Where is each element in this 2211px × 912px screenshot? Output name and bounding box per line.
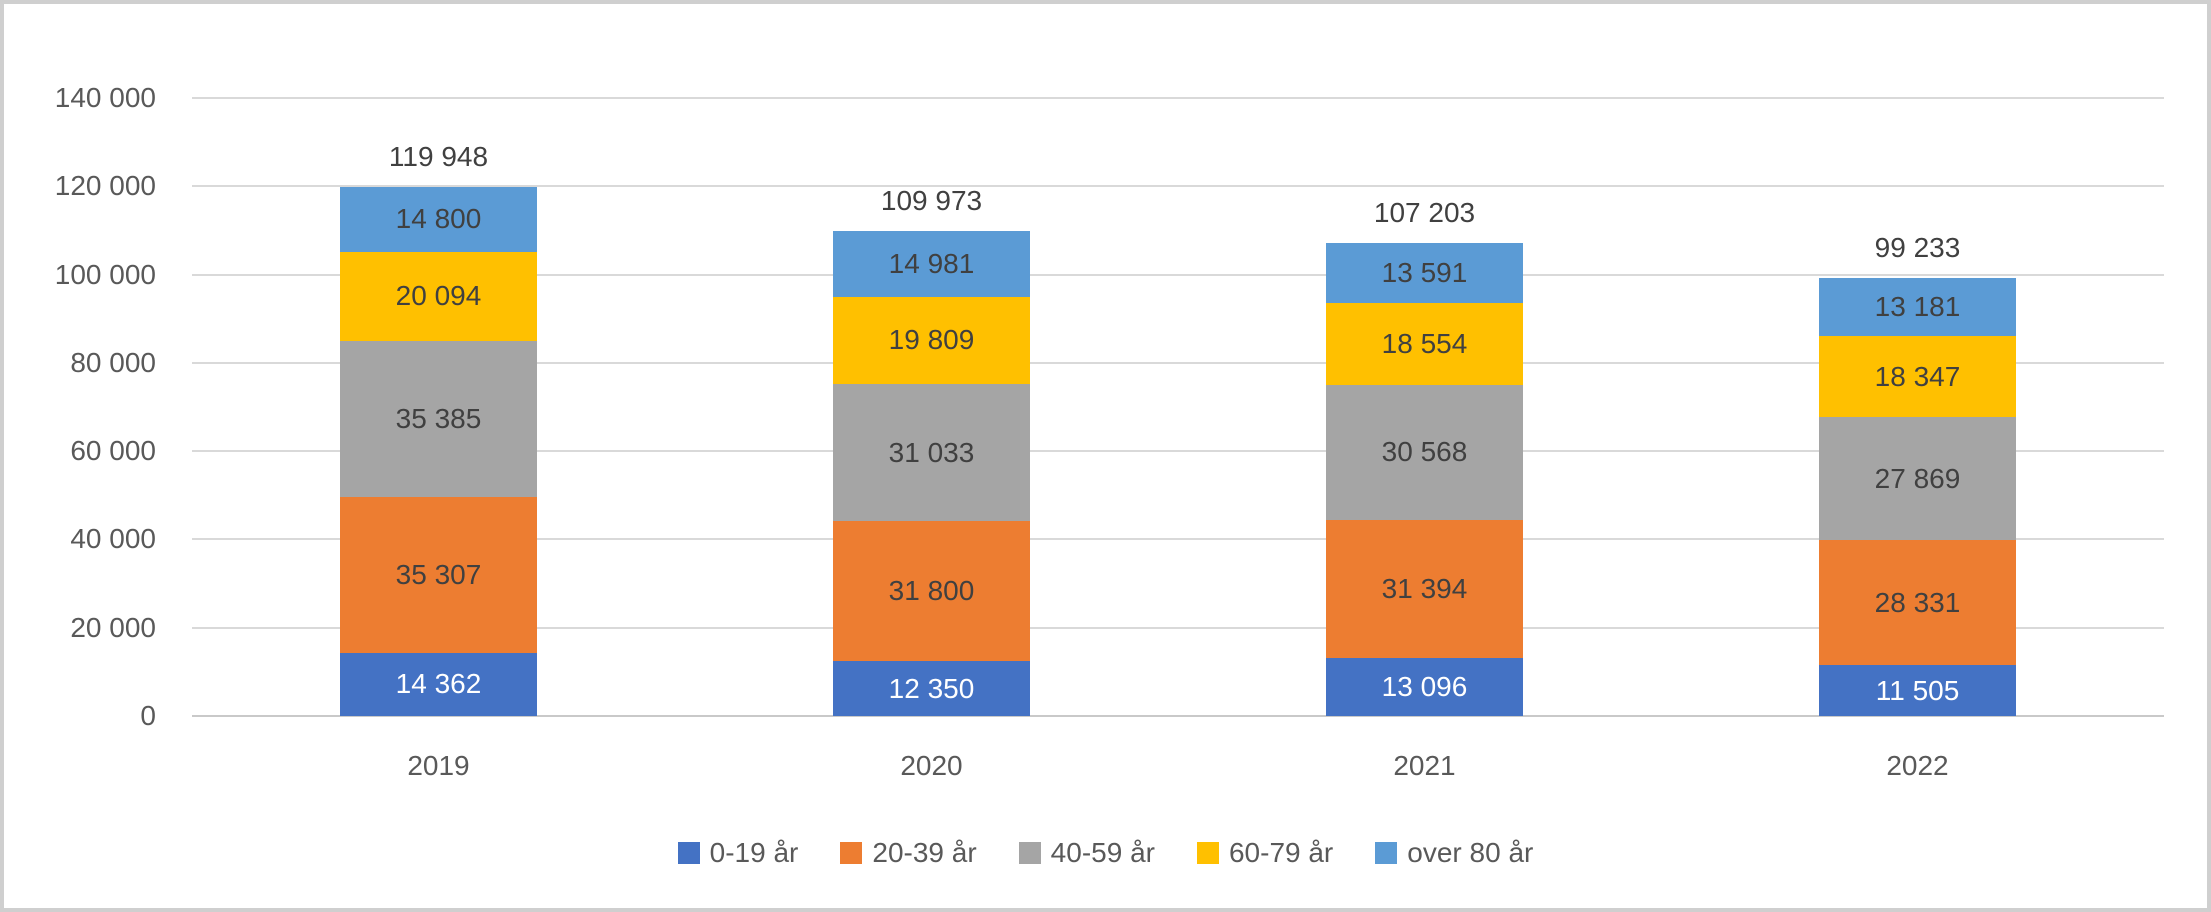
x-tick-label-2022: 2022	[1886, 750, 1949, 781]
segment-0-19-år-2019: 14 362	[340, 652, 537, 716]
data-label: 13 591	[1381, 256, 1468, 288]
segment-over-80-år-2020: 14 981	[833, 230, 1030, 297]
data-label: 35 385	[395, 402, 482, 434]
bar-2021: 13 096 31 394 30 568 18 554 13 591	[1326, 242, 1523, 716]
segment-over-80-år-2022: 13 181	[1819, 277, 2016, 337]
data-label: 13 181	[1874, 291, 1961, 323]
legend-label-40-59-år: 40-59 år	[1050, 837, 1155, 868]
data-label: 31 394	[1381, 572, 1468, 604]
x-tick-label-2020: 2020	[900, 750, 963, 781]
total-label-2019: 119 948	[388, 140, 489, 172]
segment-40-59-år-2020: 31 033	[833, 384, 1030, 522]
segment-over-80-år-2021: 13 591	[1326, 242, 1523, 303]
legend-swatch-0-19-år	[677, 842, 700, 864]
legend-swatch-60-79-år	[1196, 842, 1219, 864]
y-tick-label-100000: 100 000	[54, 258, 156, 290]
segment-0-19-år-2021: 13 096	[1326, 658, 1523, 716]
total-label-2022: 99 233	[1874, 231, 1961, 263]
data-label: 13 096	[1381, 671, 1468, 703]
segment-40-59-år-2021: 30 568	[1326, 384, 1523, 520]
data-label: 35 307	[395, 558, 482, 590]
segment-60-79-år-2019: 20 094	[340, 251, 537, 341]
legend-label-0-19-år: 0-19 år	[709, 837, 799, 868]
gridline-40000	[192, 538, 2164, 541]
data-label: 28 331	[1874, 586, 1961, 618]
legend-item-40-59-år: 40-59 år	[1018, 837, 1155, 869]
gridline-120000	[192, 185, 2164, 188]
total-label-2021: 107 203	[1373, 196, 1476, 228]
legend-label-20-39-år: 20-39 år	[872, 837, 977, 868]
plot-area: 14 362 35 307 35 385 20 094 14 800 12 350 31 8…	[192, 97, 2164, 717]
segment-20-39-år-2020: 31 800	[833, 521, 1030, 662]
legend: 0-19 år 20-39 år 40-59 år 60-79 år over 80 å…	[4, 837, 2207, 869]
y-tick-label-40000: 40 000	[70, 523, 156, 555]
segment-40-59-år-2022: 27 869	[1819, 417, 2016, 541]
segment-20-39-år-2022: 28 331	[1819, 540, 2016, 666]
y-tick-label-0: 0	[140, 700, 156, 731]
data-label: 27 869	[1874, 462, 1961, 494]
data-label: 14 800	[395, 203, 482, 235]
data-label: 31 033	[888, 436, 975, 468]
x-axis-line	[192, 715, 2164, 717]
y-tick-label-140000: 140 000	[54, 82, 156, 113]
data-label: 12 350	[888, 672, 975, 704]
gridline-20000	[192, 626, 2164, 629]
data-label: 11 505	[1875, 674, 1960, 706]
legend-item-20-39-år: 20-39 år	[840, 837, 977, 869]
legend-item-over-80-år: over 80 år	[1375, 837, 1533, 869]
y-tick-label-60000: 60 000	[70, 435, 156, 467]
data-label: 18 347	[1874, 360, 1961, 392]
segment-0-19-år-2020: 12 350	[833, 661, 1030, 716]
data-label: 31 800	[888, 575, 975, 607]
data-label: 18 554	[1381, 327, 1468, 359]
segment-40-59-år-2019: 35 385	[340, 340, 537, 497]
data-label: 14 362	[395, 668, 482, 700]
gridline-80000	[192, 361, 2164, 364]
legend-item-0-19-år: 0-19 år	[677, 837, 799, 869]
segment-60-79-år-2021: 18 554	[1326, 302, 1523, 385]
gridline-100000	[192, 273, 2164, 276]
bar-2022: 11 505 28 331 27 869 18 347 13 181	[1819, 277, 2016, 716]
gridline-60000	[192, 450, 2164, 453]
data-label: 19 809	[888, 324, 975, 356]
bar-2020: 12 350 31 800 31 033 19 809 14 981	[833, 230, 1030, 716]
bar-2019: 14 362 35 307 35 385 20 094 14 800	[340, 186, 537, 716]
legend-swatch-40-59-år	[1018, 842, 1041, 864]
data-label: 30 568	[1381, 436, 1468, 468]
x-tick-label-2021: 2021	[1393, 750, 1456, 781]
y-tick-label-120000: 120 000	[54, 170, 156, 202]
legend-label-60-79-år: 60-79 år	[1228, 837, 1334, 868]
total-label-2020: 109 973	[880, 184, 983, 216]
legend-swatch-over-80-år	[1375, 842, 1398, 864]
segment-20-39-år-2021: 31 394	[1326, 519, 1523, 659]
segment-over-80-år-2019: 14 800	[340, 186, 537, 252]
segment-20-39-år-2019: 35 307	[340, 496, 537, 653]
legend-swatch-20-39-år	[840, 842, 863, 864]
data-label: 20 094	[395, 280, 482, 312]
segment-0-19-år-2022: 11 505	[1819, 665, 2016, 716]
y-tick-label-20000: 20 000	[70, 611, 156, 643]
legend-label-over-80-år: over 80 år	[1407, 837, 1534, 868]
data-label: 14 981	[888, 247, 975, 279]
gridline-140000	[192, 97, 2164, 99]
legend-item-60-79-år: 60-79 år	[1196, 837, 1334, 869]
segment-60-79-år-2020: 19 809	[833, 296, 1030, 385]
y-tick-label-80000: 80 000	[70, 346, 156, 378]
segment-60-79-år-2022: 18 347	[1819, 336, 2016, 418]
x-tick-label-2019: 2019	[407, 750, 470, 781]
